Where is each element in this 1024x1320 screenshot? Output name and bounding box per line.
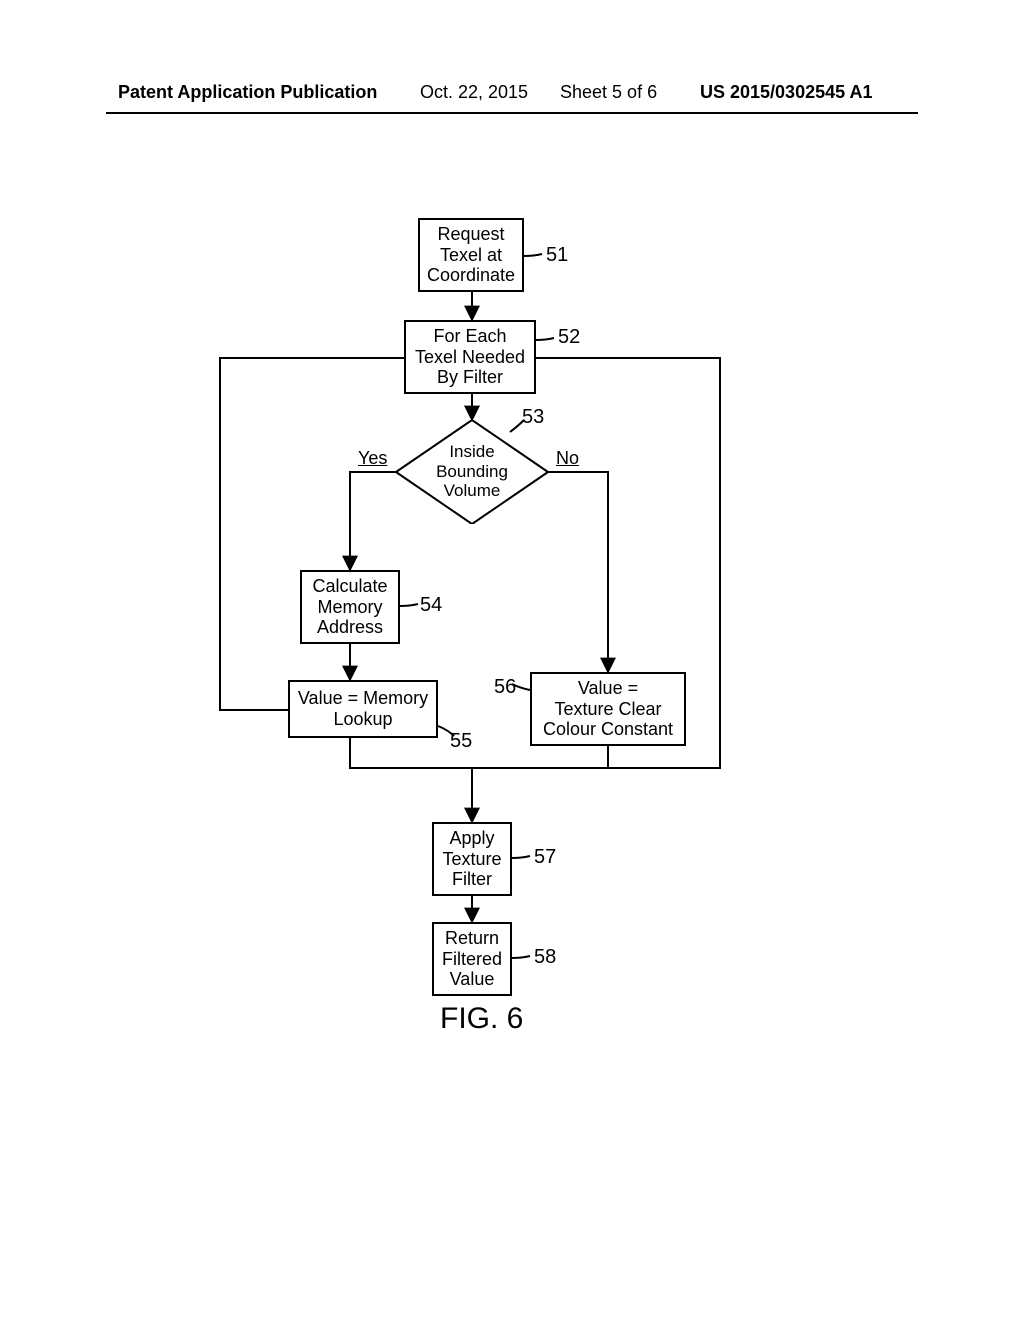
node-text: Value =Texture ClearColour Constant xyxy=(543,678,673,740)
ref-53: 53 xyxy=(522,406,544,429)
ref-56: 56 xyxy=(494,676,516,699)
node-return-filtered-value: ReturnFilteredValue xyxy=(432,922,512,996)
flowchart-connectors xyxy=(0,0,1024,1320)
node-for-each-texel: For EachTexel NeededBy Filter xyxy=(404,320,536,394)
header-date: Oct. 22, 2015 xyxy=(420,82,528,103)
ref-51: 51 xyxy=(546,244,568,267)
ref-52: 52 xyxy=(558,326,580,349)
ref-55: 55 xyxy=(450,730,472,753)
node-value-memory-lookup: Value = MemoryLookup xyxy=(288,680,438,738)
ref-57: 57 xyxy=(534,846,556,869)
node-text: InsideBoundingVolume xyxy=(412,442,532,501)
node-text: Value = MemoryLookup xyxy=(298,688,428,729)
header-rule xyxy=(106,112,918,114)
edge-label-yes: Yes xyxy=(358,448,387,469)
node-text: For EachTexel NeededBy Filter xyxy=(415,326,525,388)
header-sheet: Sheet 5 of 6 xyxy=(560,82,657,103)
node-calculate-memory-address: CalculateMemoryAddress xyxy=(300,570,400,644)
node-text: ReturnFilteredValue xyxy=(442,928,502,990)
page: Patent Application Publication Oct. 22, … xyxy=(0,0,1024,1320)
node-value-texture-clear: Value =Texture ClearColour Constant xyxy=(530,672,686,746)
header-publication: Patent Application Publication xyxy=(118,82,377,103)
figure-caption: FIG. 6 xyxy=(440,1002,523,1036)
node-text: RequestTexel atCoordinate xyxy=(427,224,515,286)
node-apply-texture-filter: ApplyTextureFilter xyxy=(432,822,512,896)
node-request-texel: RequestTexel atCoordinate xyxy=(418,218,524,292)
header-docno: US 2015/0302545 A1 xyxy=(700,82,872,103)
edge-label-no: No xyxy=(556,448,579,469)
node-text: CalculateMemoryAddress xyxy=(312,576,387,638)
ref-54: 54 xyxy=(420,594,442,617)
ref-58: 58 xyxy=(534,946,556,969)
node-text: ApplyTextureFilter xyxy=(442,828,501,890)
diamond-label: InsideBoundingVolume xyxy=(436,442,508,500)
